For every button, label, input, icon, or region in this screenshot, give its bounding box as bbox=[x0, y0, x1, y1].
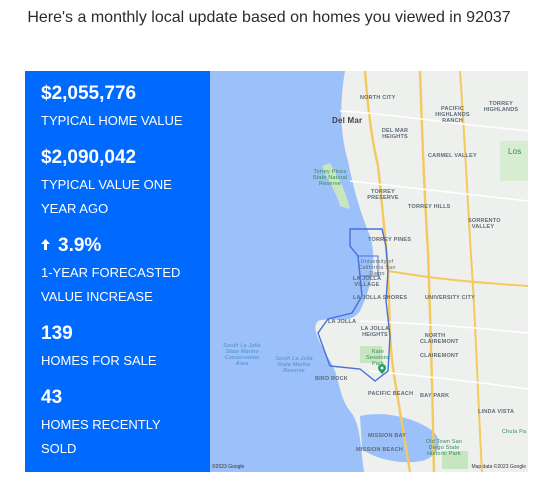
map-label: MISSION BEACH bbox=[356, 447, 403, 453]
map-label: Del Mar bbox=[332, 116, 363, 125]
map-label: NORTH CLAIREMONT bbox=[420, 333, 459, 345]
map-label: LINDA VISTA bbox=[478, 409, 515, 415]
map-label: TORREY PRESERVE bbox=[367, 189, 399, 201]
stat-value: 3.9% bbox=[58, 235, 102, 256]
market-update-card[interactable]: $2,055,776 TYPICAL HOME VALUE $2,090,042… bbox=[25, 71, 528, 472]
map-label: MISSION BAY bbox=[368, 433, 407, 439]
stat-typical-home-value: $2,055,776 TYPICAL HOME VALUE bbox=[41, 83, 210, 133]
map-label: NORTH CITY bbox=[360, 95, 396, 101]
stat-label: HOMES RECENTLY SOLD bbox=[41, 417, 161, 456]
stat-value: $2,055,776 bbox=[41, 83, 137, 104]
map-label: Chula Pa bbox=[502, 429, 527, 435]
stat-value-row: 3.9% bbox=[41, 235, 210, 257]
map-label: TORREY HIGHLANDS bbox=[483, 101, 519, 113]
map-label: PACIFIC HIGHLANDS RANCH bbox=[435, 106, 470, 124]
stat-forecasted-increase: 3.9% 1-YEAR FORECASTED VALUE INCREASE bbox=[41, 235, 210, 309]
map-label: South La Jolla State Marine Reserve bbox=[275, 356, 313, 374]
area-map[interactable]: NORTH CITY Del Mar PACIFIC HIGHLANDS RAN… bbox=[210, 71, 528, 472]
headline: Here's a monthly local update based on h… bbox=[27, 9, 511, 26]
location-pin-icon[interactable] bbox=[378, 364, 386, 374]
up-arrow-icon bbox=[41, 235, 50, 257]
map-label: Torrey Pines State Natural Reserve bbox=[312, 169, 348, 187]
map-label: LA JOLLA HEIGHTS bbox=[360, 326, 390, 338]
stat-value: 139 bbox=[41, 323, 73, 344]
map-copyright: ©2023 Google bbox=[212, 464, 245, 470]
stat-label: 1-YEAR FORECASTED VALUE INCREASE bbox=[41, 265, 181, 304]
stat-value: $2,090,042 bbox=[41, 147, 137, 168]
stat-homes-for-sale: 139 HOMES FOR SALE bbox=[41, 323, 210, 373]
stat-label: HOMES FOR SALE bbox=[41, 353, 157, 368]
map-label: SORRENTO VALLEY bbox=[468, 218, 501, 230]
stat-typical-value-year-ago: $2,090,042 TYPICAL VALUE ONE YEAR AGO bbox=[41, 147, 210, 221]
stats-panel: $2,055,776 TYPICAL HOME VALUE $2,090,042… bbox=[25, 71, 210, 472]
stat-label: TYPICAL HOME VALUE bbox=[41, 113, 183, 128]
map-label: Kate Sessions Park bbox=[366, 349, 390, 367]
map-label: LA JOLLA bbox=[328, 319, 357, 325]
map-label: University of California San Diego bbox=[358, 259, 396, 277]
map-label: BIRD ROCK bbox=[315, 376, 348, 382]
map-label: TORREY PINES bbox=[368, 237, 412, 243]
map-label: South La Jolla State Marine Conservation… bbox=[223, 343, 261, 367]
map-graphic bbox=[210, 71, 528, 472]
map-label: BAY PARK bbox=[420, 393, 450, 399]
map-label: CARMEL VALLEY bbox=[428, 153, 477, 159]
map-label: Los bbox=[508, 147, 522, 156]
map-label: CLAIREMONT bbox=[420, 353, 459, 359]
stat-label: TYPICAL VALUE ONE YEAR AGO bbox=[41, 177, 172, 216]
stat-value: 43 bbox=[41, 387, 63, 408]
map-label: UNIVERSITY CITY bbox=[425, 295, 475, 301]
map-data-attribution[interactable]: Map data ©2023 Google bbox=[471, 464, 526, 470]
map-label: Old Town San Diego State Historic Park bbox=[425, 439, 463, 457]
map-label: PACIFIC BEACH bbox=[368, 391, 414, 397]
map-label: TORREY HILLS bbox=[408, 204, 451, 210]
map-label: LA JOLLA VILLAGE bbox=[352, 276, 382, 288]
stat-homes-recently-sold: 43 HOMES RECENTLY SOLD bbox=[41, 387, 210, 461]
map-label: LA JOLLA SHORES bbox=[353, 295, 408, 301]
map-label: DEL MAR HEIGHTS bbox=[381, 128, 409, 140]
